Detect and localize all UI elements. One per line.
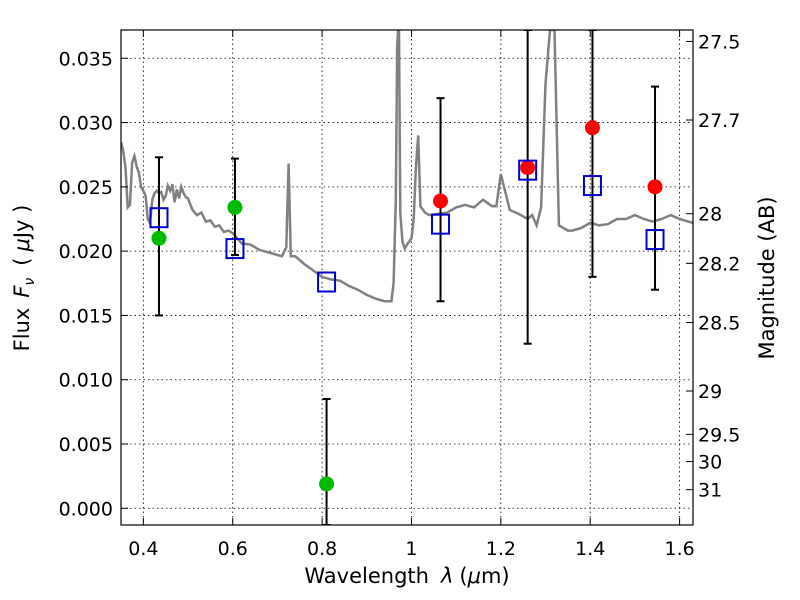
x-axis-unit-rest: m) [481, 564, 510, 588]
y-axis-symbol: F [10, 285, 34, 298]
data-markers [149, 120, 665, 492]
mag-tick-label-2: 28 [698, 204, 722, 226]
mag-tick-label-4: 28.5 [698, 313, 740, 335]
y-axis-unit-rest: Jy ) [10, 205, 34, 241]
y-tick-label-7: 0.035 [59, 48, 113, 70]
x-tick-label-6: 1.6 [664, 538, 694, 560]
y-tick-label-5: 0.025 [59, 177, 113, 199]
y-axis-symbol-sub: ν [22, 278, 38, 286]
mag-tick-label-5: 29 [698, 381, 722, 403]
marker-square-4 [518, 159, 538, 181]
y-axis-unit-open: ( [10, 258, 34, 266]
marker-square-0 [149, 207, 169, 229]
axis-ticks [121, 30, 693, 525]
error-bars [154, 30, 660, 525]
x-tick-label-0: 0.4 [128, 538, 158, 560]
template-spectrum-line [121, 30, 693, 303]
x-axis-symbol: λ [440, 564, 453, 588]
marker-circle-s1-3 [647, 179, 663, 195]
y-axis-title-word: Flux [10, 308, 34, 352]
grid [121, 30, 693, 525]
plot-area [121, 30, 693, 525]
marker-circle-s0-0 [151, 230, 167, 246]
y-tick-label-3: 0.015 [59, 305, 113, 327]
y-axis-unit-mu: μ [10, 238, 34, 252]
x-tick-label-1: 0.6 [218, 538, 248, 560]
x-axis-title-word: Wavelength [304, 564, 429, 588]
y-tick-label-4: 0.020 [59, 241, 113, 263]
mag-tick-label-3: 28.2 [698, 253, 740, 275]
y-axis-title: Flux Fν ( μJy ) [10, 205, 38, 352]
mag-tick-label-6: 29.5 [698, 424, 740, 446]
marker-square-3 [431, 213, 451, 235]
marker-square-2 [317, 271, 337, 293]
plot-background [121, 30, 693, 525]
marker-circle-s1-2 [584, 120, 600, 136]
x-axis-unit-mu: μ [467, 564, 481, 588]
mag-tick-label-0: 27.5 [698, 31, 740, 53]
y-tick-label-1: 0.005 [59, 434, 113, 456]
marker-circle-s1-0 [433, 193, 449, 209]
mag-tick-label-1: 27.7 [698, 110, 740, 132]
marker-circle-s1-1 [520, 160, 536, 176]
x-tick-label-3: 1 [405, 538, 417, 560]
x-tick-label-5: 1.4 [575, 538, 605, 560]
x-tick-label-4: 1.2 [486, 538, 516, 560]
y-tick-label-2: 0.010 [59, 370, 113, 392]
mag-tick-label-7: 30 [698, 452, 722, 474]
mag-tick-label-8: 31 [698, 480, 722, 502]
marker-square-5 [582, 175, 602, 197]
y-tick-label-6: 0.030 [59, 113, 113, 135]
marker-circle-s0-2 [319, 476, 335, 492]
y-tick-label-0: 0.000 [59, 498, 113, 520]
tick-labels: 0.4 0.6 0.8 1 1.2 1.4 1.6 0.000 0.005 0.010 0.015 0… [59, 31, 741, 560]
x-axis-unit-open: ( [459, 564, 467, 588]
marker-square-6 [645, 229, 665, 251]
plot-frame [120, 29, 694, 526]
x-tick-label-2: 0.8 [307, 538, 337, 560]
marker-circle-s0-1 [227, 199, 243, 215]
y2-axis-title: Magnitude (AB) [755, 196, 779, 359]
x-axis-title: Wavelength λ (μm) [304, 564, 509, 588]
marker-square-1 [225, 238, 245, 260]
